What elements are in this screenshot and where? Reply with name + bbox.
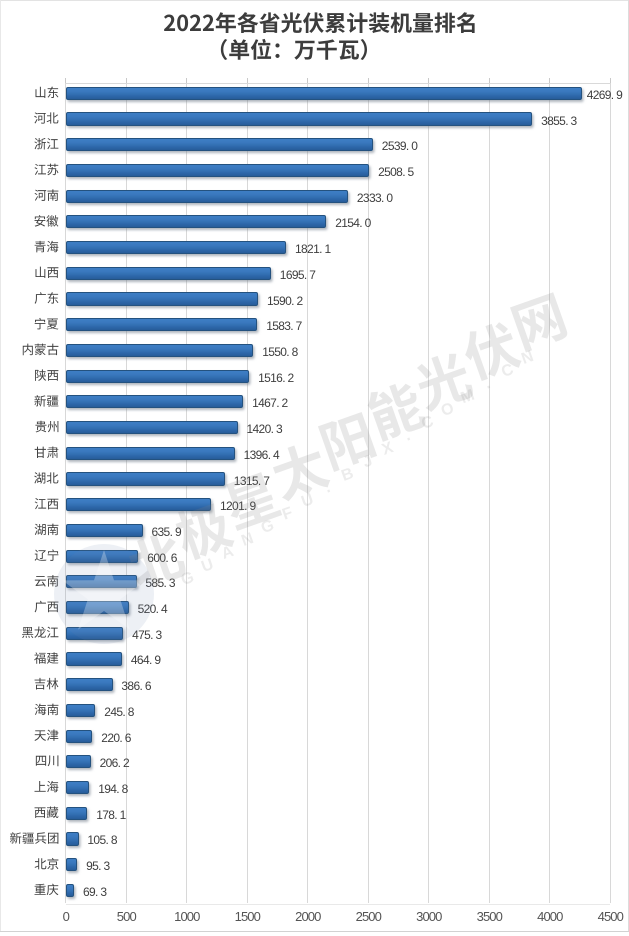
svg-text:U: U — [199, 556, 216, 576]
svg-text:N: N — [239, 530, 256, 550]
svg-text:G: G — [179, 569, 196, 589]
svg-text:U: U — [299, 491, 316, 511]
svg-text:B: B — [339, 465, 356, 485]
svg-text:O: O — [439, 400, 456, 420]
svg-text:C: C — [419, 413, 436, 433]
svg-text:M: M — [459, 387, 477, 407]
svg-text:F: F — [280, 504, 295, 523]
svg-text:N: N — [519, 348, 536, 368]
svg-text:G: G — [259, 517, 276, 537]
svg-text:.: . — [403, 427, 413, 445]
svg-text:X: X — [380, 439, 396, 459]
svg-text:.: . — [483, 375, 493, 393]
svg-text:.: . — [323, 479, 333, 497]
svg-text:A: A — [219, 543, 236, 563]
